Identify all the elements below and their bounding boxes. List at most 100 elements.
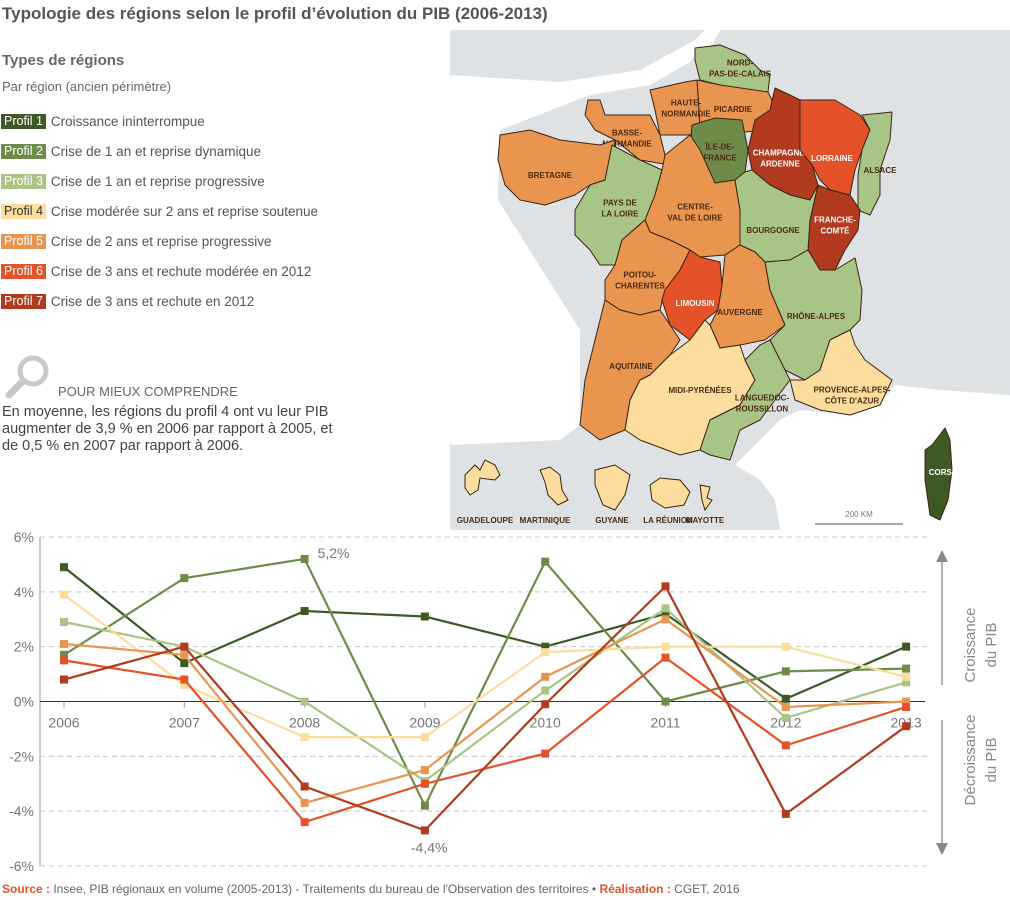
overseas-shape: [464, 459, 501, 496]
series-profile-1: [60, 563, 911, 703]
region-label: LIMOUSIN: [675, 299, 714, 308]
x-tick-label: 2009: [409, 715, 440, 731]
overseas-label: GUADELOUPE: [457, 516, 514, 525]
scale-label: 200 KM: [845, 510, 873, 519]
annotation-min: -4,4%: [411, 839, 448, 855]
region-label: LA LOIRE: [601, 210, 639, 219]
arrow-down-icon: [936, 843, 948, 855]
series-profile-2: [60, 554, 911, 810]
growth-label-line1: Croissance: [962, 607, 979, 682]
overseas-la-r-union: LA RÉUNION: [643, 477, 693, 525]
region-label: PICARDIE: [714, 105, 753, 114]
credit-text: CGET, 2016: [670, 882, 740, 896]
region-label: BRETAGNE: [528, 171, 573, 180]
series-profile-5: [60, 615, 911, 807]
data-point: [420, 766, 429, 775]
region-label: FRANCE: [703, 154, 737, 163]
overseas-guyane: GUYANE: [594, 464, 631, 525]
y-tick-label: 6%: [14, 529, 34, 545]
legend-label: Crise de 2 ans et reprise progressive: [50, 234, 272, 249]
y-tick-label: -4%: [9, 803, 34, 819]
data-point: [541, 672, 550, 681]
y-tick-label: 4%: [14, 584, 34, 600]
region-label: COMTÉ: [821, 227, 851, 236]
data-point: [902, 697, 911, 706]
profile-badge: Profil 6: [1, 264, 46, 279]
credit-label: Réalisation :: [599, 882, 671, 896]
decline-label-line2: du PIB: [983, 737, 1000, 782]
region-label: CORSE: [929, 468, 958, 477]
decline-label-line1: Décroissance: [962, 715, 979, 806]
overseas-shape: [594, 464, 631, 511]
data-point: [661, 582, 670, 591]
y-tick-label: -2%: [9, 748, 34, 764]
legend-label: Croissance ininterrompue: [50, 114, 205, 129]
region-label: CHAMPAGNE-: [753, 149, 808, 158]
data-point: [661, 604, 670, 613]
overseas-shape: [699, 484, 713, 512]
y-tick-label: 2%: [14, 639, 34, 655]
data-point: [420, 801, 429, 810]
data-point: [420, 779, 429, 788]
data-point: [902, 672, 911, 681]
data-point: [420, 826, 429, 835]
region-shape: [789, 329, 893, 416]
data-point: [661, 653, 670, 662]
source-text: Insee, PIB régionaux en volume (2005-201…: [50, 882, 600, 896]
arrow-up-icon: [936, 550, 948, 562]
region-shape: [799, 99, 871, 196]
legend-subheading: Par région (ancien périmètre): [2, 79, 172, 94]
region-label: ÎLE-DE-: [705, 143, 735, 152]
region-lorraine: LORRAINE: [799, 99, 871, 196]
x-tick-label: 2006: [48, 715, 79, 731]
data-point: [180, 650, 189, 659]
region-label: CENTRE-: [677, 203, 713, 212]
profile-badge: Profil 2: [1, 144, 46, 159]
region-label: VAL DE LOIRE: [667, 214, 723, 223]
region-label: POITOU-: [623, 271, 657, 280]
legend-item-profile-3: Profil 3 Crise de 1 an et reprise progres…: [1, 174, 265, 189]
region-label: BASSE-: [612, 129, 643, 138]
data-point: [60, 639, 68, 648]
region-provence-alpes-c-te-d-azur: PROVENCE-ALPES- CÔTE D'AZUR: [789, 329, 893, 416]
series-line: [63, 584, 907, 832]
region-label: ROUSSILLON: [736, 405, 789, 414]
overseas-martinique: MARTINIQUE: [520, 466, 571, 525]
region-label: BOURGOGNE: [746, 226, 800, 235]
profile-badge: Profil 1: [1, 114, 46, 129]
region-label: RHÔNE-ALPES: [787, 312, 846, 321]
overseas-shape: [539, 466, 569, 506]
y-tick-label: -6%: [9, 858, 34, 874]
data-point: [541, 642, 550, 651]
data-point: [661, 642, 670, 651]
data-point: [60, 590, 68, 599]
region-label: LANGUEDOC-: [735, 394, 790, 403]
legend-item-profile-2: Profil 2 Crise de 1 an et reprise dynamiq…: [1, 144, 261, 159]
growth-label-line2: du PIB: [983, 622, 1000, 667]
data-point: [420, 733, 429, 742]
region-label: CÔTE D'AZUR: [825, 397, 880, 406]
data-point: [180, 642, 189, 651]
info-text: En moyenne, les régions du profil 4 ont …: [2, 404, 333, 454]
legend-item-profile-4: Profil 4 Crise modérée sur 2 ans et repri…: [1, 204, 318, 219]
data-point: [180, 675, 189, 684]
data-point: [420, 612, 429, 621]
source-note: Source : Insee, PIB régionaux en volume …: [2, 882, 740, 896]
legend-item-profile-6: Profil 6 Crise de 3 ans et rechute modéré…: [1, 264, 311, 279]
data-point: [60, 563, 68, 572]
data-point: [781, 667, 790, 676]
region-label: NORD-: [727, 59, 754, 68]
page-title: Typologie des régions selon le profil d’…: [2, 4, 548, 23]
x-tick-label: 2012: [770, 715, 801, 731]
data-point: [661, 697, 670, 706]
region-label: AQUITAINE: [609, 362, 653, 371]
overseas-label: LA RÉUNION: [643, 516, 693, 525]
data-point: [300, 733, 309, 742]
data-point: [60, 617, 68, 626]
data-point: [60, 656, 68, 665]
data-point: [902, 678, 911, 687]
region-label: PAS-DE-CALAIS: [709, 70, 772, 79]
data-point: [60, 675, 68, 684]
region-label: MIDI-PYRÉNÉES: [668, 386, 732, 395]
